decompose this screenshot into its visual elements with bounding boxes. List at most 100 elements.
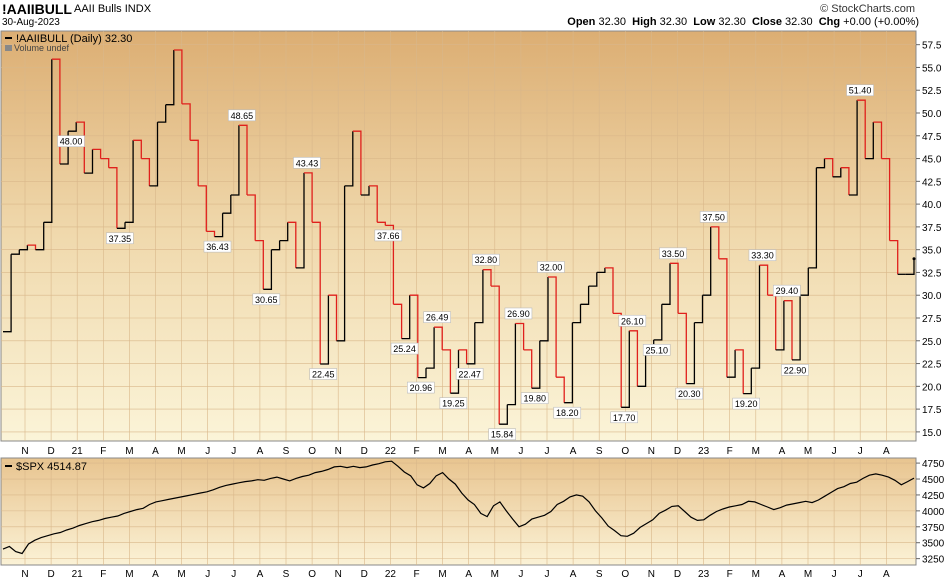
y-tick-label: 20.0: [922, 382, 942, 393]
series-segment: [328, 294, 338, 341]
series-segment: [873, 121, 883, 159]
value-label: 22.47: [458, 369, 481, 379]
series-segment: [222, 195, 232, 214]
value-label-box: [675, 387, 704, 400]
close-value: 32.30: [785, 16, 813, 28]
series-segment: [694, 295, 704, 324]
y-tick-label: 42.5: [922, 177, 942, 188]
series-segment: [51, 58, 61, 164]
value-label-box: [773, 284, 801, 297]
series-segment: [499, 404, 508, 425]
series-segment: [735, 349, 744, 394]
spx-line: [2, 460, 915, 555]
series-segment: [832, 167, 842, 178]
x-tick-label: D: [674, 569, 681, 580]
x-tick-label: F: [413, 569, 419, 580]
peak-trough-labels: 37.35 36.43 48.65 30.65 43.43 22.45 48.00 37.66…: [57, 84, 874, 441]
symbol-name: AAII Bulls: [74, 3, 122, 15]
x-tick-label: A: [152, 446, 159, 457]
value-label: 18.20: [556, 408, 579, 418]
close-label: Close: [752, 16, 782, 28]
series-segment: [824, 157, 834, 177]
x-tick-label: M: [438, 569, 446, 580]
series-segment: [360, 185, 370, 196]
x-tick-label: M: [177, 569, 185, 580]
x-tick-label: M: [804, 446, 812, 457]
x-tick-label: S: [596, 569, 603, 580]
value-label: 48.65: [231, 111, 254, 121]
series-segment: [304, 172, 313, 223]
series-segment: [3, 254, 12, 333]
value-label-box: [228, 109, 256, 122]
x-tick-label: 21: [72, 569, 84, 580]
series-segment: [385, 224, 395, 305]
value-label: 17.70: [613, 413, 636, 423]
value-label-box: [488, 428, 516, 441]
series-segment: [108, 167, 118, 229]
x-tick-label: A: [465, 446, 472, 457]
value-label: 20.96: [410, 383, 433, 393]
x-tick-label: 21: [72, 446, 84, 457]
series-segment: [157, 104, 167, 123]
open-label: Open: [567, 16, 596, 28]
value-label-box: [846, 84, 874, 97]
y-tick-label: 52.5: [922, 86, 942, 97]
volume-legend-text: Volume undef: [14, 43, 70, 53]
x-tick-label: A: [570, 569, 577, 580]
series-segment: [881, 157, 891, 241]
value-label: 32.00: [540, 263, 563, 273]
series-segment: [474, 269, 484, 324]
upper-y-axis: 15.0 17.5 20.0 22.5 25.0 27.5 30.0 32.5 35.0 37.5…: [916, 41, 942, 439]
value-label: 48.00: [60, 137, 83, 147]
value-label-box: [374, 229, 403, 242]
series-segment: [116, 222, 126, 229]
value-label: 22.45: [312, 370, 335, 380]
series-segment: [92, 148, 102, 159]
value-label: 37.66: [377, 231, 400, 241]
value-label-box: [106, 232, 134, 245]
value-label: 22.90: [784, 365, 807, 375]
series-segment: [84, 149, 94, 174]
x-tick-label: M: [438, 446, 446, 457]
value-label-box: [699, 211, 728, 223]
x-tick-label: A: [465, 569, 472, 580]
series-segment: [702, 226, 712, 296]
x-tick-label: J: [231, 569, 236, 580]
value-label: 20.30: [678, 389, 701, 399]
value-label: 26.49: [426, 313, 449, 323]
x-tick-label: M: [125, 569, 133, 580]
value-label: 30.65: [255, 295, 278, 305]
y-tick-label: 4500: [922, 475, 945, 486]
x-tick-label: A: [152, 569, 159, 580]
series-segment: [181, 103, 191, 141]
series-segment: [482, 269, 492, 287]
value-label: 25.24: [393, 344, 416, 354]
value-label: 37.50: [702, 212, 725, 222]
x-tick-label: J: [858, 569, 863, 580]
x-tick-label: N: [21, 569, 28, 580]
y-tick-label: 4750: [922, 459, 945, 470]
series-segment: [369, 185, 378, 223]
chg-value: +0.00 (+0.00%): [843, 16, 919, 28]
lower-y-axis: 3250 3500 3750 4000 4250 4500 4750: [916, 459, 945, 566]
series-segment: [320, 295, 330, 365]
x-tick-label: J: [205, 446, 210, 457]
series-segment: [230, 125, 240, 196]
series-segment: [800, 267, 809, 296]
series-segment: [466, 322, 476, 365]
series-segment: [621, 330, 630, 408]
chart-date: 30-Aug-2023: [2, 17, 60, 28]
series-segment: [905, 258, 915, 275]
value-label: 19.80: [523, 394, 546, 404]
x-tick-label: D: [674, 446, 681, 457]
value-label-box: [455, 368, 484, 380]
series-segment: [580, 286, 590, 305]
aaii-bulls-series: [3, 49, 916, 425]
series-segment: [401, 295, 411, 340]
low-label: Low: [693, 16, 716, 28]
upper-x-axis: N D 21 F M A M J J A S O N D 22 F M A M J J A S O N D 23 F M A M J J A: [21, 446, 890, 457]
y-tick-label: 47.5: [922, 132, 942, 143]
value-label: 33.30: [751, 251, 774, 261]
high-label: High: [632, 16, 657, 28]
symbol-title: !AAIIBULL: [2, 1, 72, 17]
